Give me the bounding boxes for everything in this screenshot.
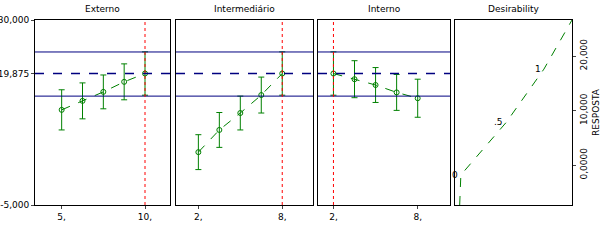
svg-text:2,: 2, — [329, 212, 338, 222]
svg-text:Desirability: Desirability — [488, 4, 540, 14]
svg-text:8,: 8, — [413, 212, 422, 222]
svg-text:5,: 5, — [57, 212, 66, 222]
svg-text:Externo: Externo — [85, 4, 120, 14]
svg-text:.5: .5 — [494, 117, 503, 127]
svg-text:1: 1 — [535, 64, 541, 74]
svg-text:Interno: Interno — [368, 4, 401, 14]
svg-text:0: 0 — [452, 170, 458, 180]
svg-text:2,: 2, — [194, 212, 203, 222]
svg-text:30,000: 30,000 — [0, 15, 29, 25]
svg-text:20,000: 20,000 — [579, 39, 589, 71]
svg-text:10,: 10, — [138, 212, 152, 222]
svg-text:19,875: 19,875 — [0, 69, 29, 79]
svg-text:-5,000: -5,000 — [0, 200, 29, 210]
svg-text:Intermediário: Intermediário — [214, 4, 275, 14]
svg-text:8,: 8, — [278, 212, 287, 222]
svg-text:RESPOSTA: RESPOSTA — [591, 88, 601, 136]
svg-text:0,0000: 0,0000 — [579, 148, 589, 180]
svg-text:10,000: 10,000 — [579, 93, 589, 125]
